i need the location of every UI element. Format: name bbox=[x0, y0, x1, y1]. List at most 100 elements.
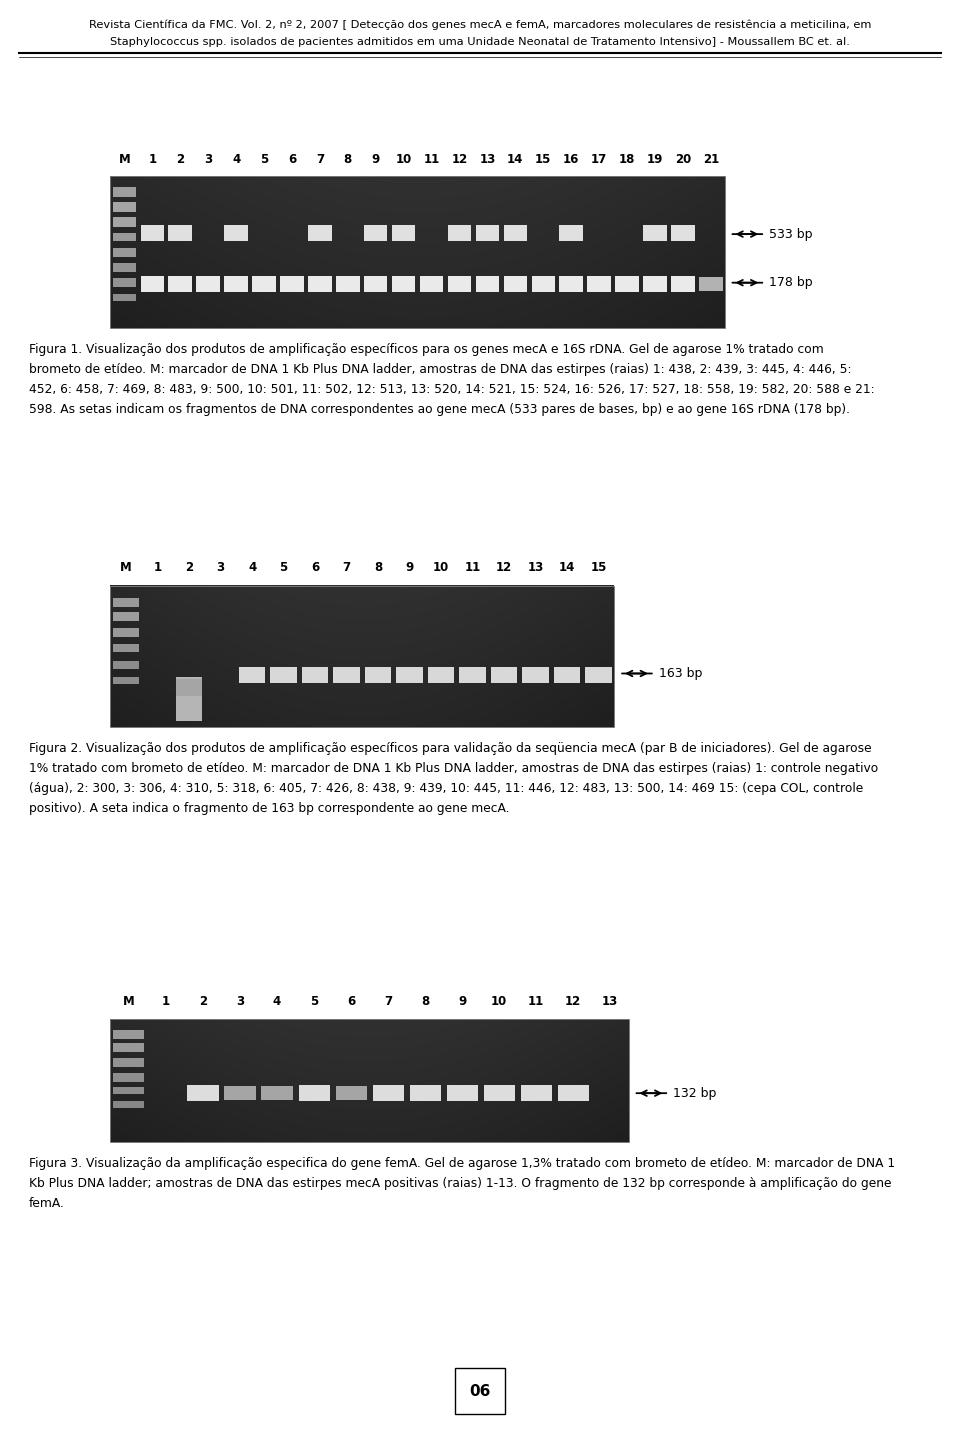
Bar bbox=[504, 224, 527, 240]
Bar bbox=[532, 276, 555, 292]
Text: (água), 2: 300, 3: 306, 4: 310, 5: 318, 6: 405, 7: 426, 8: 438, 9: 439, 10: 445,: (água), 2: 300, 3: 306, 4: 310, 5: 318, … bbox=[29, 782, 863, 795]
Bar bbox=[643, 224, 666, 240]
Bar bbox=[392, 224, 416, 240]
Bar bbox=[113, 643, 139, 652]
Bar bbox=[671, 276, 695, 292]
Text: 13: 13 bbox=[479, 153, 495, 166]
Text: 21: 21 bbox=[703, 153, 719, 166]
Text: 7: 7 bbox=[343, 561, 350, 574]
Text: Figura 2. Visualização dos produtos de amplificação específicos para validação d: Figura 2. Visualização dos produtos de a… bbox=[29, 742, 872, 755]
Bar bbox=[169, 276, 192, 292]
Text: 14: 14 bbox=[559, 561, 575, 574]
Text: 8: 8 bbox=[344, 153, 352, 166]
Text: 8: 8 bbox=[421, 995, 429, 1008]
Text: 06: 06 bbox=[469, 1384, 491, 1398]
Bar bbox=[336, 1086, 367, 1100]
Bar bbox=[113, 628, 139, 636]
Bar bbox=[113, 1087, 144, 1095]
Text: 4: 4 bbox=[232, 153, 240, 166]
Text: 12: 12 bbox=[451, 153, 468, 166]
Text: 19: 19 bbox=[647, 153, 663, 166]
Bar bbox=[112, 294, 136, 301]
Bar bbox=[113, 1073, 144, 1082]
Bar bbox=[308, 224, 331, 240]
Text: 533 bp: 533 bp bbox=[765, 227, 812, 240]
Text: brometo de etídeo. M: marcador de DNA 1 Kb Plus DNA ladder, amostras de DNA das : brometo de etídeo. M: marcador de DNA 1 … bbox=[29, 363, 852, 376]
Text: 14: 14 bbox=[507, 153, 523, 166]
Bar bbox=[261, 1086, 293, 1100]
Bar bbox=[113, 613, 139, 622]
Text: M: M bbox=[118, 153, 131, 166]
Bar bbox=[365, 667, 392, 683]
Bar bbox=[476, 276, 499, 292]
Bar bbox=[428, 667, 454, 683]
Bar bbox=[447, 276, 471, 292]
Text: M: M bbox=[120, 561, 132, 574]
Text: 6: 6 bbox=[311, 561, 320, 574]
Bar bbox=[455, 1368, 505, 1414]
Bar bbox=[588, 276, 611, 292]
Bar bbox=[112, 249, 136, 256]
Bar bbox=[113, 599, 139, 607]
Bar bbox=[110, 1019, 629, 1142]
Bar bbox=[112, 278, 136, 286]
Text: 7: 7 bbox=[384, 995, 393, 1008]
Text: Figura 3. Visualização da amplificação especifica do gene femA. Gel de agarose 1: Figura 3. Visualização da amplificação e… bbox=[29, 1157, 895, 1170]
Text: 9: 9 bbox=[405, 561, 414, 574]
Text: femA.: femA. bbox=[29, 1197, 64, 1210]
Bar bbox=[113, 1058, 144, 1067]
Bar bbox=[420, 276, 444, 292]
Text: 7: 7 bbox=[316, 153, 324, 166]
Text: 5: 5 bbox=[310, 995, 318, 1008]
Text: 11: 11 bbox=[528, 995, 544, 1008]
Text: 3: 3 bbox=[236, 995, 244, 1008]
Bar bbox=[392, 276, 416, 292]
Bar bbox=[176, 680, 203, 697]
Text: 6: 6 bbox=[288, 153, 296, 166]
Text: 5: 5 bbox=[279, 561, 288, 574]
Text: 16: 16 bbox=[563, 153, 580, 166]
Text: 13: 13 bbox=[602, 995, 618, 1008]
Bar bbox=[113, 1044, 144, 1053]
Bar bbox=[113, 677, 139, 684]
Text: 18: 18 bbox=[619, 153, 636, 166]
Bar bbox=[176, 677, 203, 720]
Bar bbox=[113, 661, 139, 668]
Text: 2: 2 bbox=[176, 153, 184, 166]
Text: 598. As setas indicam os fragmentos de DNA correspondentes ao gene mecA (533 par: 598. As setas indicam os fragmentos de D… bbox=[29, 402, 850, 415]
Text: 4: 4 bbox=[273, 995, 281, 1008]
Text: 163 bp: 163 bp bbox=[655, 667, 702, 680]
Text: 15: 15 bbox=[590, 561, 607, 574]
Bar bbox=[372, 1084, 403, 1102]
Text: 178 bp: 178 bp bbox=[765, 276, 813, 289]
Bar bbox=[239, 667, 265, 683]
Bar bbox=[225, 276, 248, 292]
Text: 9: 9 bbox=[458, 995, 467, 1008]
Bar bbox=[333, 667, 360, 683]
Bar bbox=[113, 1030, 144, 1038]
Bar bbox=[112, 217, 136, 227]
Bar bbox=[447, 224, 471, 240]
Bar bbox=[225, 224, 248, 240]
Text: 5: 5 bbox=[260, 153, 268, 166]
Bar bbox=[112, 201, 136, 211]
Bar bbox=[460, 667, 486, 683]
Text: 11: 11 bbox=[423, 153, 440, 166]
Bar bbox=[197, 276, 220, 292]
Bar bbox=[554, 667, 581, 683]
Text: 1: 1 bbox=[162, 995, 170, 1008]
Bar bbox=[671, 224, 695, 240]
Bar bbox=[410, 1084, 441, 1102]
Text: Staphylococcus spp. isolados de pacientes admitidos em uma Unidade Neonatal de T: Staphylococcus spp. isolados de paciente… bbox=[110, 36, 850, 46]
Bar bbox=[271, 667, 297, 683]
Text: 2: 2 bbox=[199, 995, 207, 1008]
Bar bbox=[112, 187, 136, 197]
Bar bbox=[110, 586, 614, 727]
Text: 4: 4 bbox=[248, 561, 256, 574]
Bar bbox=[169, 224, 192, 240]
Bar bbox=[301, 667, 328, 683]
Bar bbox=[504, 276, 527, 292]
Text: 20: 20 bbox=[675, 153, 691, 166]
Bar bbox=[615, 276, 638, 292]
Text: 3: 3 bbox=[204, 153, 212, 166]
